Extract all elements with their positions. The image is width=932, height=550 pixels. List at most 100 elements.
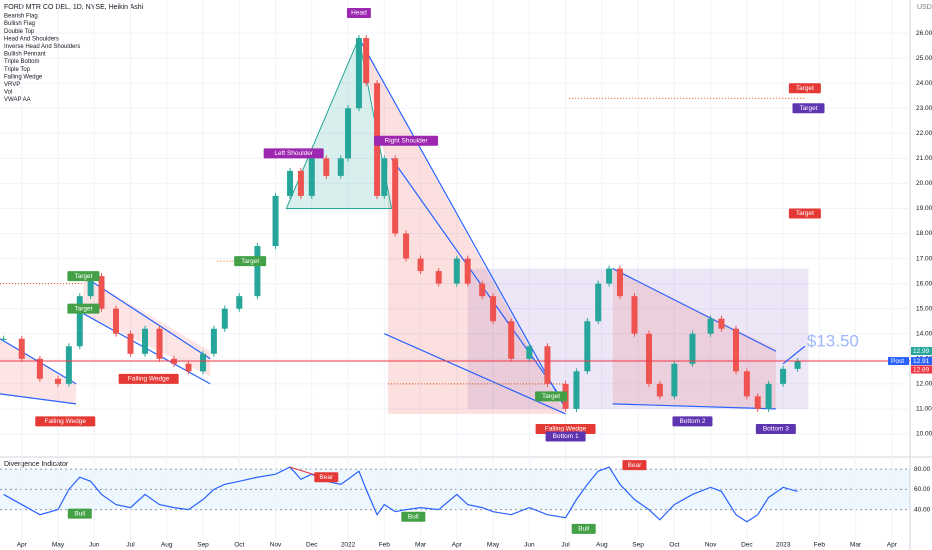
y-tick-label: 11.00 xyxy=(916,406,932,413)
y-tick-label: 15.00 xyxy=(916,305,932,312)
candle xyxy=(297,170,304,196)
x-tick-label: Apr xyxy=(452,542,463,549)
price-tag xyxy=(911,357,932,366)
pattern-shade xyxy=(83,276,211,377)
annotation-box xyxy=(67,508,92,519)
pattern-line xyxy=(0,393,77,405)
annotation-label: Bottom 1 xyxy=(553,433,579,440)
annotation-label: Bear xyxy=(628,462,643,469)
x-tick-label: Aug xyxy=(596,542,608,549)
candle xyxy=(526,346,533,359)
indicator-title: Divergence Indicator xyxy=(4,461,69,468)
candle xyxy=(236,296,243,309)
annotation-box xyxy=(346,8,371,19)
price-tag xyxy=(911,347,932,356)
candle xyxy=(87,276,94,297)
annotation-box xyxy=(792,103,825,114)
y-tick-label: 19.00 xyxy=(916,205,932,212)
x-tick-label: Feb xyxy=(814,542,826,549)
annotation-box xyxy=(67,271,100,282)
candle xyxy=(689,333,696,364)
candle xyxy=(780,368,787,384)
annotation-label: Target xyxy=(241,258,259,265)
candle xyxy=(221,308,228,329)
annotation-box xyxy=(535,391,568,402)
annotation-box xyxy=(263,148,324,159)
annotation-box xyxy=(35,416,96,427)
y-tick-label: 21.00 xyxy=(916,155,932,162)
projection-arrow xyxy=(782,345,806,365)
indicator-name: VRVP xyxy=(4,82,20,88)
annotation-label: Falling Wedge xyxy=(545,426,587,433)
y-tick-label: 40.00 xyxy=(914,506,931,513)
y-tick-label: 20.00 xyxy=(916,180,932,187)
x-tick-label: Aug xyxy=(161,542,173,549)
annotation-box xyxy=(234,256,267,267)
y-tick-label: 16.00 xyxy=(916,280,932,287)
candle xyxy=(718,318,725,329)
x-tick-label: Jul xyxy=(126,542,135,549)
candle xyxy=(272,195,279,247)
candle xyxy=(464,258,471,284)
candle xyxy=(595,283,602,322)
candle xyxy=(417,258,424,272)
x-tick-label: May xyxy=(487,542,500,549)
pattern-line xyxy=(612,403,776,410)
candle xyxy=(544,346,551,384)
annotation-label: Bull xyxy=(578,526,589,533)
candle xyxy=(479,283,486,297)
candle xyxy=(645,333,652,384)
x-tick-label: Mar xyxy=(850,542,862,549)
x-tick-label: Oct xyxy=(669,542,679,549)
x-tick-label: Apr xyxy=(887,542,898,549)
annotation-label: Falling Wedge xyxy=(128,376,170,383)
y-tick-label: 10.00 xyxy=(916,431,932,438)
x-tick-label: Dec xyxy=(741,542,753,549)
y-tick-label: 22.00 xyxy=(916,130,932,137)
chart-title: FORD MTR CO DEL, 1D, NYSE, Heikin Ashi xyxy=(4,4,144,11)
indicator-name: Inverse Head And Shoulders xyxy=(4,44,80,50)
annotation-label: Left Shoulder xyxy=(274,150,314,157)
indicator-name: Triple Top xyxy=(4,67,31,73)
x-tick-label: Apr xyxy=(17,542,28,549)
annotation-box xyxy=(67,303,100,314)
candle xyxy=(98,276,105,309)
annotation-label: Head xyxy=(351,10,367,17)
y-tick-label: 60.00 xyxy=(914,486,931,493)
y-tick-label: 18.00 xyxy=(916,230,932,237)
annotation-box xyxy=(788,208,821,219)
annotation-box xyxy=(622,460,647,471)
y-tick-label: 24.00 xyxy=(916,80,932,87)
candle xyxy=(631,296,638,334)
y-tick-label: 14.00 xyxy=(916,330,932,337)
candle xyxy=(732,328,739,372)
y-tick-label: 12.00 xyxy=(916,381,932,388)
annotation-label: Target xyxy=(74,305,92,312)
price-tag-label: 12.89 xyxy=(913,366,930,373)
indicator-name: VWAP AA xyxy=(4,97,31,103)
candle xyxy=(65,346,72,384)
indicator-band xyxy=(0,469,910,510)
candle xyxy=(671,363,678,397)
candle xyxy=(287,170,294,196)
candle xyxy=(345,108,352,159)
candle xyxy=(363,38,370,84)
y-tick-label: 80.00 xyxy=(914,466,931,473)
candle xyxy=(606,268,613,284)
candle xyxy=(337,158,344,176)
x-tick-label: Mar xyxy=(415,542,427,549)
annotation-box xyxy=(545,431,586,442)
x-tick-label: Feb xyxy=(379,542,391,549)
x-tick-label: Jun xyxy=(524,542,535,549)
annotation-box xyxy=(314,472,339,483)
candle xyxy=(743,371,750,397)
candle xyxy=(616,268,623,297)
annotation-label: Target xyxy=(796,210,814,217)
annotation-label: Target xyxy=(542,393,560,400)
annotation-label: Bull xyxy=(74,510,85,517)
x-tick-label: 2022 xyxy=(341,542,356,549)
annotation-label: Bull xyxy=(408,513,419,520)
pattern-shade xyxy=(358,38,566,414)
indicator-name: Falling Wedge xyxy=(4,74,43,80)
